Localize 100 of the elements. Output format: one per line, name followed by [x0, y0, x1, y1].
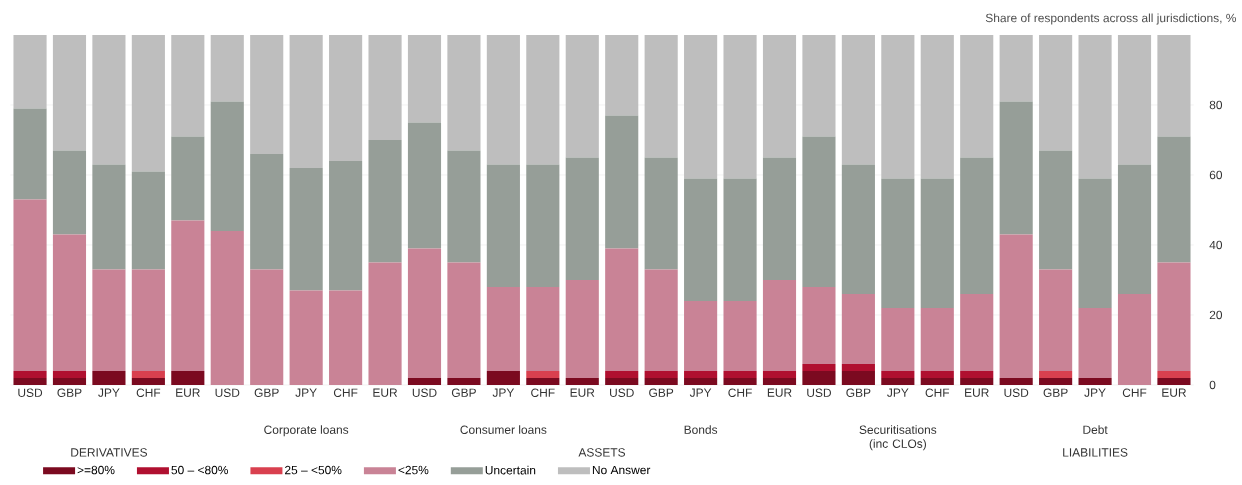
bar: [447, 377, 481, 385]
bar: [1078, 307, 1112, 378]
x-tick-label: EUR: [767, 388, 792, 397]
y-tick-label: 60: [1209, 170, 1223, 180]
bar: [447, 262, 481, 378]
bar: [999, 101, 1033, 235]
legend-label: Uncertain: [485, 465, 536, 475]
bar: [250, 34, 284, 154]
bar: [171, 370, 205, 385]
text: Corporate loans: [264, 425, 349, 437]
x-tick-label: CHF: [925, 388, 950, 397]
x-tick-label: GBP: [649, 388, 674, 397]
bar: [841, 370, 875, 385]
bar: [960, 34, 994, 158]
bar: [131, 171, 165, 270]
y-tick-label: 80: [1209, 100, 1223, 110]
bar: [407, 122, 442, 249]
bar: [881, 370, 915, 378]
bar: [92, 370, 126, 385]
bar: [52, 34, 87, 151]
bar: [210, 230, 244, 385]
x-tick-label: USD: [807, 388, 831, 397]
bar: [92, 34, 126, 165]
bar: [802, 34, 836, 137]
bar: [131, 269, 165, 371]
bar: [1039, 34, 1073, 151]
bar: [802, 363, 836, 371]
bar: [762, 34, 797, 158]
text: Consumer loans: [460, 425, 547, 434]
x-tick-label: USD: [1004, 388, 1029, 397]
text: DERIVATIVES: [71, 448, 148, 457]
x-tick-label: JPY: [492, 388, 515, 397]
bar: [841, 164, 875, 294]
bar: [1117, 164, 1152, 294]
bar: [762, 377, 797, 385]
x-tick-label: EUR: [570, 388, 595, 397]
bar: [1157, 262, 1191, 371]
bar: [13, 34, 47, 109]
bar: [329, 34, 363, 161]
x-tick-label: CHF: [136, 388, 161, 397]
bar: [526, 370, 560, 378]
x-tick-label: GBP: [451, 388, 476, 397]
bar: [526, 34, 560, 165]
x-tick-label: USD: [610, 388, 634, 397]
bar: [920, 307, 954, 371]
bar: [486, 34, 520, 165]
x-tick-label: JPY: [887, 388, 909, 397]
text: LIABILITIES: [1063, 448, 1128, 457]
bar: [684, 370, 718, 378]
bar: [1078, 377, 1112, 385]
x-tick-label: GBP: [57, 388, 82, 397]
bar: [1157, 34, 1191, 137]
bar: [762, 370, 797, 378]
text: Securitisations (inc CLOs): [859, 425, 937, 451]
x-tick-label: USD: [412, 388, 437, 397]
bar: [1039, 370, 1073, 378]
bar: [881, 307, 915, 371]
bar: [684, 377, 718, 385]
bar: [171, 34, 205, 137]
bar: [565, 377, 599, 385]
bar: [289, 290, 323, 385]
bar: [92, 164, 126, 270]
y-axis-title: Share of respondents across all jurisdictions, %: [985, 13, 1236, 25]
bar: [684, 300, 718, 371]
x-tick-label: CHF: [728, 388, 752, 397]
bar: [802, 136, 836, 287]
bar: [52, 150, 87, 235]
bar: [605, 370, 639, 378]
bar: [1078, 34, 1112, 179]
bar: [1117, 293, 1152, 385]
bar: [329, 290, 363, 385]
bar: [13, 199, 47, 371]
bar: [605, 34, 639, 116]
bar: [171, 136, 205, 221]
x-tick-label: JPY: [689, 388, 712, 397]
bar: [368, 139, 402, 263]
bar: [1039, 150, 1073, 270]
bar: [171, 220, 205, 371]
legend-label: 50 – <80%: [171, 465, 228, 475]
bar: [250, 269, 284, 385]
bar: [526, 164, 560, 287]
bar: [605, 248, 639, 371]
bar: [644, 370, 678, 378]
x-tick-label: GBP: [846, 388, 871, 397]
bar: [210, 34, 244, 102]
bar: [960, 293, 994, 371]
bar: [723, 300, 757, 371]
bar: [486, 164, 520, 287]
bar: [407, 34, 442, 123]
bar: [841, 363, 875, 371]
bar: [920, 178, 954, 308]
bar: [1157, 370, 1191, 378]
bar: [762, 279, 797, 371]
bar: [881, 34, 915, 179]
bar: [486, 370, 520, 385]
bar: [802, 286, 836, 364]
legend-label: No Answer: [592, 465, 651, 475]
bar: [723, 377, 757, 385]
bar: [920, 34, 954, 179]
x-tick-label: CHF: [531, 388, 555, 397]
